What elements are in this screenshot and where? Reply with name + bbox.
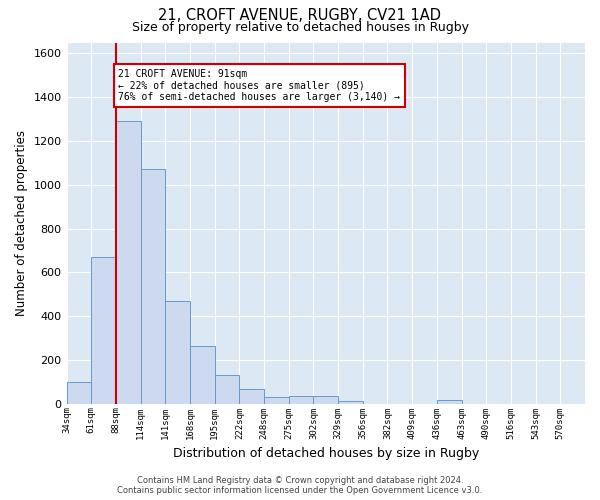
Text: Size of property relative to detached houses in Rugby: Size of property relative to detached ho… (131, 21, 469, 34)
Y-axis label: Number of detached properties: Number of detached properties (15, 130, 28, 316)
Bar (289, 396, 313, 404)
Text: Contains HM Land Registry data © Crown copyright and database right 2024.
Contai: Contains HM Land Registry data © Crown c… (118, 476, 482, 495)
Bar (437, 400, 461, 404)
Bar (338, 402, 363, 404)
Text: 21, CROFT AVENUE, RUGBY, CV21 1AD: 21, CROFT AVENUE, RUGBY, CV21 1AD (158, 8, 442, 22)
Bar (313, 396, 338, 404)
X-axis label: Distribution of detached houses by size in Rugby: Distribution of detached houses by size … (173, 447, 479, 460)
Bar (116, 122, 140, 404)
Bar (91, 257, 116, 404)
Bar (239, 389, 264, 404)
Bar (264, 397, 289, 404)
Bar (140, 170, 165, 404)
Bar (67, 382, 91, 404)
Bar (165, 301, 190, 404)
Bar (215, 375, 239, 404)
Bar (190, 346, 215, 404)
Text: 21 CROFT AVENUE: 91sqm
← 22% of detached houses are smaller (895)
76% of semi-de: 21 CROFT AVENUE: 91sqm ← 22% of detached… (118, 69, 400, 102)
